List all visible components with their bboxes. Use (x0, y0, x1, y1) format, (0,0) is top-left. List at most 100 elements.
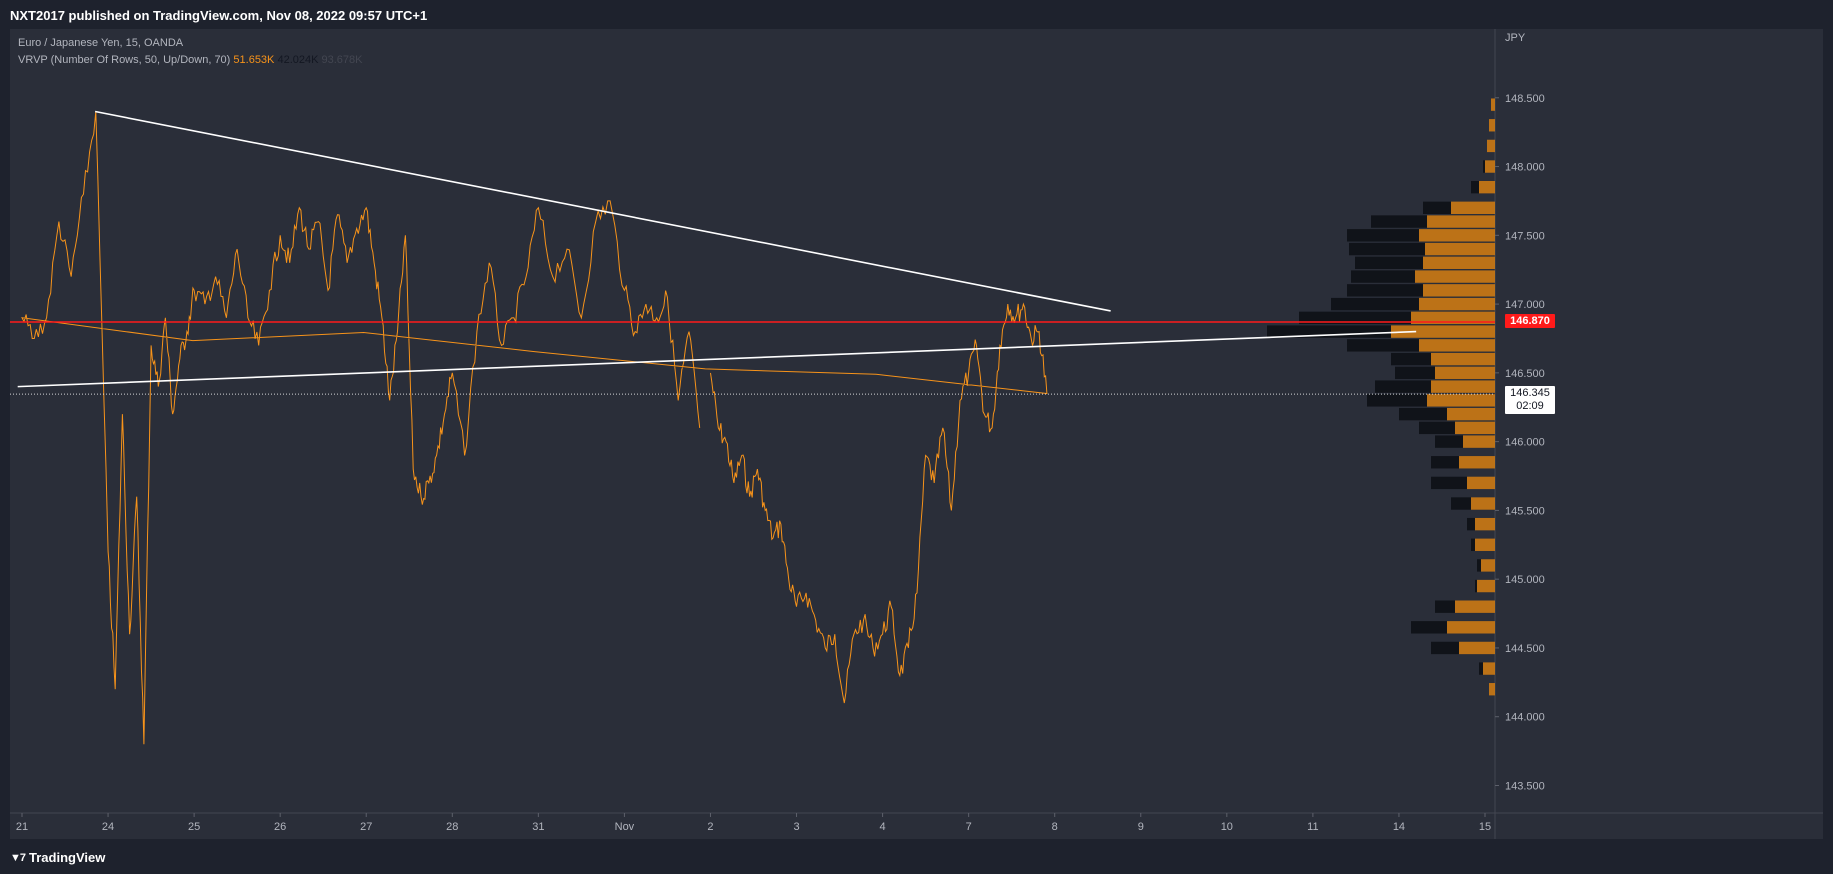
volume-profile-up-bar (1419, 297, 1495, 311)
volume-down-value: 42.024K (277, 54, 319, 66)
time-tick-label: 4 (880, 821, 886, 833)
chart-canvas[interactable]: 143.500 144.000 144.500 145.000 145.500 146.0… (10, 29, 1823, 839)
volume-profile-up-bar (1455, 600, 1495, 613)
drawing-lines (10, 110, 1495, 395)
volume-profile-up-bar (1459, 456, 1495, 469)
volume-up-value: 51.653K (233, 54, 275, 66)
volume-profile-down-bar (1475, 579, 1477, 593)
volume-profile-up-bar (1435, 366, 1495, 380)
time-tick-label: 14 (1393, 821, 1405, 833)
volume-profile-up-bar (1427, 215, 1495, 228)
chart-area[interactable]: 143.500 144.000 144.500 145.000 145.500 146.0… (10, 29, 1823, 839)
volume-profile-down-bar (1479, 662, 1483, 675)
time-tick-label: 2 (707, 821, 713, 833)
bar-countdown: 02:09 (1516, 400, 1544, 413)
volume-profile-down-bar (1423, 201, 1451, 214)
price-tick-label: 145.500 (1505, 505, 1545, 517)
volume-profile-down-bar (1411, 621, 1447, 634)
tradingview-logo[interactable]: ▼7 TradingView (10, 850, 105, 865)
time-tick-label: 26 (274, 821, 286, 833)
volume-profile-down-bar (1347, 339, 1419, 352)
price-tick-label: 144.000 (1505, 712, 1545, 724)
volume-profile (1267, 98, 1495, 696)
price-tick-label: 145.000 (1505, 574, 1545, 586)
axis-ticks: 143.500 144.000 144.500 145.000 145.500 146.0… (16, 32, 1545, 833)
volume-profile-down-bar (1467, 517, 1475, 531)
footer: ▼7 TradingView (0, 844, 1833, 874)
volume-profile-down-bar (1349, 242, 1425, 256)
time-tick-label: 24 (102, 821, 114, 833)
volume-profile-up-bar (1431, 380, 1495, 393)
time-tick-label: Nov (615, 821, 635, 833)
volume-profile-down-bar (1299, 311, 1411, 325)
time-tick-label: 8 (1052, 821, 1058, 833)
volume-profile-down-bar (1483, 160, 1485, 173)
volume-profile-up-bar (1489, 119, 1495, 132)
time-tick-label: 28 (446, 821, 458, 833)
currency-label: JPY (1505, 32, 1526, 44)
volume-profile-up-bar (1419, 339, 1495, 352)
volume-profile-down-bar (1435, 600, 1455, 613)
price-tick-label: 143.500 (1505, 780, 1545, 792)
volume-profile-up-bar (1479, 180, 1495, 194)
volume-profile-up-bar (1447, 621, 1495, 634)
volume-profile-up-bar (1481, 559, 1495, 572)
volume-profile-down-bar (1471, 180, 1479, 194)
price-tick-label: 146.500 (1505, 368, 1545, 380)
volume-profile-up-bar (1459, 641, 1495, 655)
volume-profile-up-bar (1471, 497, 1495, 510)
horizontal-level-label: 146.870 (1510, 314, 1550, 327)
axes (10, 29, 1823, 839)
volume-profile-up-bar (1391, 325, 1495, 338)
volume-profile-up-bar (1477, 579, 1495, 593)
tradingview-logo-icon: ▼7 (10, 851, 26, 864)
price-tick-label: 148.500 (1505, 93, 1545, 105)
volume-profile-down-bar (1351, 270, 1415, 283)
volume-profile-down-bar (1477, 559, 1481, 572)
volume-total-value: 93.678K (321, 54, 363, 66)
volume-profile-up-bar (1491, 98, 1495, 111)
volume-profile-up-bar (1415, 270, 1495, 283)
volume-profile-down-bar (1395, 366, 1435, 380)
volume-profile-down-bar (1391, 352, 1431, 366)
volume-profile-up-bar (1427, 394, 1495, 407)
volume-profile-down-bar (1419, 421, 1455, 435)
volume-profile-down-bar (1431, 476, 1467, 490)
volume-profile-down-bar (1355, 256, 1423, 270)
time-tick-label: 11 (1307, 821, 1318, 833)
volume-profile-up-bar (1447, 407, 1495, 421)
volume-profile-down-bar (1451, 497, 1471, 510)
chart-legend: Euro / Japanese Yen, 15, OANDA VRVP (Num… (18, 35, 362, 69)
brand-name: TradingView (29, 850, 106, 865)
volume-profile-up-bar (1423, 256, 1495, 270)
time-tick-label: 10 (1221, 821, 1233, 833)
publication-header: NXT2017 published on TradingView.com, No… (0, 0, 1833, 28)
volume-profile-up-bar (1451, 201, 1495, 214)
horizontal-level-price-tag[interactable]: 146.870 (1505, 313, 1555, 328)
last-price-tag[interactable]: 146.345 02:09 (1505, 386, 1555, 415)
last-price-label: 146.345 (1510, 387, 1550, 400)
volume-profile-down-bar (1431, 641, 1459, 655)
price-tick-label: 146.000 (1505, 437, 1545, 449)
time-tick-label: 27 (360, 821, 372, 833)
volume-profile-up-bar (1489, 683, 1495, 696)
volume-profile-down-bar (1347, 284, 1423, 297)
symbol-line: Euro / Japanese Yen, 15, OANDA (18, 37, 184, 49)
price-series (21, 111, 1048, 745)
price-tick-label: 144.500 (1505, 643, 1545, 655)
volume-profile-down-bar (1435, 435, 1463, 448)
indicator-label: VRVP (Number Of Rows, 50, Up/Down, 70) (18, 54, 231, 66)
volume-profile-up-bar (1483, 662, 1495, 675)
volume-profile-up-bar (1423, 284, 1495, 297)
published-text: NXT2017 published on TradingView.com, No… (10, 8, 428, 23)
volume-profile-down-bar (1267, 325, 1391, 338)
price-tick-label: 147.000 (1505, 299, 1545, 311)
volume-profile-down-bar (1471, 538, 1475, 551)
price-line (21, 111, 1048, 745)
descending-trendline (94, 110, 1111, 312)
indicator-line: VRVP (Number Of Rows, 50, Up/Down, 70) 5… (18, 52, 362, 69)
volume-profile-down-bar (1399, 407, 1447, 421)
time-tick-label: 21 (16, 821, 28, 833)
volume-profile-up-bar (1431, 352, 1495, 366)
volume-profile-up-bar (1475, 538, 1495, 551)
